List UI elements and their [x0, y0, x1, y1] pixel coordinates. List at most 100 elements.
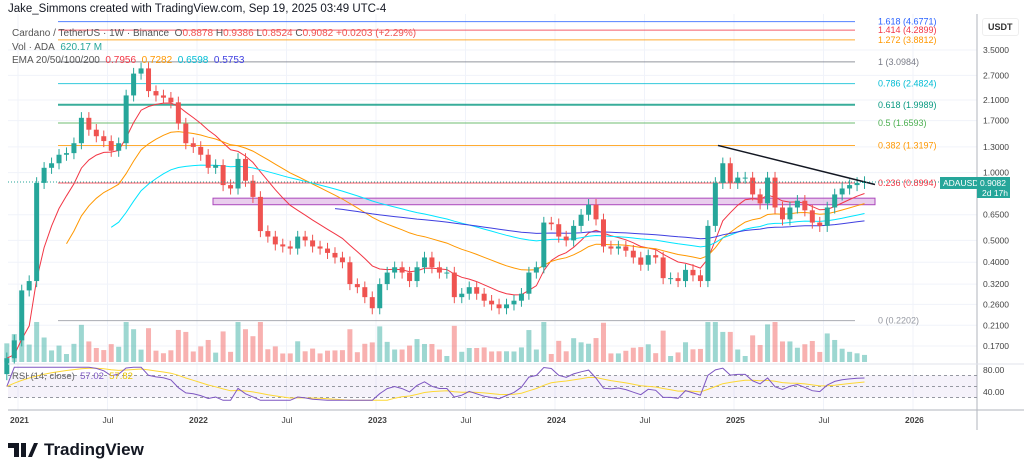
close-label: C	[295, 28, 303, 39]
candle	[49, 163, 55, 168]
ema-label[interactable]: EMA 20/50/100/200	[12, 55, 100, 66]
volume-bar	[265, 349, 271, 362]
tradingview-logo[interactable]: TradingView	[8, 440, 144, 460]
candle	[56, 154, 62, 164]
fib-label: 1.414 (4.2899)	[878, 25, 937, 35]
high-label: H	[215, 28, 224, 39]
volume-bar	[235, 322, 241, 362]
open-value: 0.8878	[182, 28, 214, 39]
candle	[556, 224, 562, 237]
candle	[362, 287, 368, 298]
volume-bar	[421, 343, 427, 362]
volume-bar	[817, 351, 823, 362]
volume-bar	[93, 347, 99, 362]
candle	[302, 236, 308, 241]
volume-bar	[705, 322, 711, 362]
rsi-label[interactable]: RSI (14, close)	[12, 371, 75, 382]
volume-bar	[272, 346, 278, 362]
candle	[339, 257, 345, 263]
volume-bar	[213, 352, 219, 362]
candle	[474, 287, 480, 294]
candle	[414, 267, 420, 282]
candle	[116, 143, 122, 151]
tradingview-logo-icon	[8, 443, 38, 457]
volume-bar	[295, 341, 301, 362]
candle	[384, 272, 390, 285]
candle	[518, 293, 524, 301]
candle	[429, 257, 435, 268]
volume-bar	[623, 350, 629, 362]
volume-value: 620.17 M	[60, 41, 103, 53]
candle	[630, 250, 636, 258]
volume-bar	[586, 343, 592, 362]
currency-button[interactable]: USDT	[982, 18, 1019, 36]
volume-bar	[712, 322, 718, 362]
price-tick: 0.6500	[983, 210, 1009, 220]
candle	[183, 123, 189, 144]
candle	[809, 210, 815, 223]
candle	[153, 91, 159, 96]
volume-bar	[354, 352, 360, 362]
volume-bar	[63, 354, 69, 362]
candle	[444, 272, 450, 274]
candle	[645, 255, 651, 265]
candle	[586, 204, 592, 215]
volume-bar	[362, 343, 368, 362]
candle	[571, 225, 577, 241]
volume-bar	[802, 344, 808, 362]
fib-label: 0 (0.2202)	[878, 316, 919, 326]
volume-bar	[392, 349, 398, 362]
candle	[34, 182, 40, 282]
volume-label[interactable]: Vol · ADA	[12, 41, 55, 53]
candle	[11, 340, 17, 359]
candle	[26, 281, 32, 291]
candle	[847, 185, 853, 189]
volume-bar	[600, 322, 606, 362]
candle	[272, 236, 278, 245]
candle	[608, 246, 614, 249]
fib-label: 0.5 (1.6593)	[878, 118, 927, 128]
candle	[19, 290, 25, 341]
volume-bar	[720, 331, 726, 362]
candle	[653, 255, 659, 258]
volume-bar	[526, 330, 532, 362]
ema100-value: 0.6598	[177, 55, 209, 66]
candle	[369, 297, 375, 309]
volume-bar	[436, 349, 442, 362]
candle	[377, 284, 383, 309]
symbol-tag-text: ADAUSDT	[943, 178, 984, 188]
low-value: 0.8524	[262, 28, 293, 39]
candle	[712, 182, 718, 226]
volume-bar	[474, 347, 480, 362]
symbol-legend: Cardano / TetherUS · 1W · Binance O0.887…	[12, 27, 416, 68]
volume-bar	[697, 348, 703, 362]
candle	[93, 129, 99, 137]
candle	[257, 196, 263, 232]
volume-bar	[675, 352, 681, 362]
candle	[765, 177, 771, 204]
time-tick: 2026	[905, 415, 924, 425]
fib-label: 1 (3.0984)	[878, 57, 919, 67]
price-tag	[977, 177, 1010, 198]
candle	[205, 154, 211, 168]
candle	[86, 117, 92, 130]
candle	[489, 300, 495, 305]
volume-bar	[183, 331, 189, 362]
volume-bar	[630, 347, 636, 362]
low-label: L	[256, 28, 262, 39]
volume-bar	[683, 342, 689, 362]
candle	[533, 267, 539, 273]
symbol-title[interactable]: Cardano / TetherUS · 1W · Binance	[12, 28, 170, 39]
time-tick: Jul	[282, 415, 293, 425]
volume-bar	[824, 333, 830, 362]
volume-bar	[429, 343, 435, 362]
volume-bar	[414, 339, 420, 362]
candle	[541, 222, 547, 268]
candle	[466, 287, 472, 294]
candle	[108, 141, 114, 151]
volume-bar	[772, 322, 778, 362]
volume-bar	[108, 344, 114, 362]
volume-bar	[56, 345, 62, 362]
candle	[392, 267, 398, 273]
